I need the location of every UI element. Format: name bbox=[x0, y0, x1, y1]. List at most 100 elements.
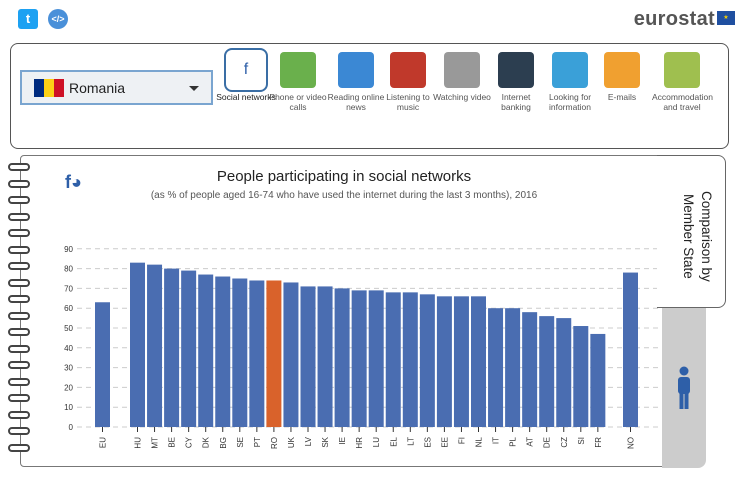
bar-BE[interactable] bbox=[164, 268, 180, 427]
x-tick-label: MT bbox=[151, 437, 160, 449]
binding-ring bbox=[8, 179, 30, 188]
bar-IE[interactable] bbox=[334, 288, 350, 427]
category-label: Watching video bbox=[433, 92, 491, 102]
bar-EE[interactable] bbox=[436, 296, 452, 427]
bar-NO[interactable] bbox=[623, 272, 638, 427]
x-tick-label: EU bbox=[99, 437, 108, 448]
binding-ring bbox=[8, 262, 30, 270]
bar-chart: 0 10 20 30 40 50 60 70 80 90 EU HU MT BE CY DK BG SE PT RO U… bbox=[64, 245, 661, 449]
tab-person[interactable] bbox=[662, 308, 706, 468]
video-call-icon bbox=[280, 52, 316, 88]
y-tick-label: 30 bbox=[64, 364, 73, 373]
bar-FI[interactable] bbox=[453, 296, 469, 427]
x-tick-label: CZ bbox=[560, 437, 569, 448]
bar-PL[interactable] bbox=[505, 308, 521, 427]
binding-ring bbox=[8, 394, 30, 402]
bar-FR[interactable] bbox=[590, 333, 606, 427]
binding-ring bbox=[8, 344, 30, 353]
country-dropdown[interactable]: Romania bbox=[20, 70, 213, 105]
twitter-icon[interactable]: t bbox=[18, 9, 38, 29]
eurostat-logo: eurostat bbox=[633, 8, 715, 30]
bar-ES[interactable] bbox=[419, 294, 435, 427]
category-email[interactable]: E-mails bbox=[592, 52, 652, 102]
x-tick-label: LU bbox=[372, 437, 381, 447]
embed-icon[interactable]: </> bbox=[48, 9, 68, 29]
category-travel[interactable]: Accommodation and travel bbox=[652, 52, 713, 112]
y-tick-label: 40 bbox=[64, 344, 73, 353]
y-tick-label: 50 bbox=[64, 324, 73, 333]
person-icon bbox=[678, 366, 690, 409]
bar-SI[interactable] bbox=[573, 326, 589, 427]
binding-ring bbox=[8, 443, 30, 452]
x-tick-label: EL bbox=[389, 436, 398, 446]
category-news[interactable]: Reading online news bbox=[326, 52, 386, 112]
bar-LT[interactable] bbox=[402, 292, 418, 427]
bar-LU[interactable] bbox=[368, 290, 384, 427]
bar-AT[interactable] bbox=[522, 312, 538, 427]
category-search[interactable]: Looking for information bbox=[540, 52, 600, 112]
binding-ring bbox=[8, 295, 30, 303]
x-tick-label: BE bbox=[168, 437, 177, 448]
binding-ring bbox=[8, 427, 30, 435]
x-tick-label: SE bbox=[236, 437, 245, 448]
x-tick-label: NL bbox=[475, 436, 484, 447]
bar-CY[interactable] bbox=[181, 270, 197, 427]
romania-flag-icon bbox=[34, 79, 64, 97]
bar-EU[interactable] bbox=[95, 302, 110, 427]
category-banking[interactable]: Internet banking bbox=[486, 52, 546, 112]
bar-BG[interactable] bbox=[215, 276, 231, 427]
x-tick-label: AT bbox=[526, 437, 535, 447]
travel-icon bbox=[664, 52, 700, 88]
x-tick-label: EE bbox=[440, 437, 449, 448]
binding-ring bbox=[8, 328, 30, 336]
search-icon bbox=[552, 52, 588, 88]
bar-DK[interactable] bbox=[198, 274, 214, 427]
x-tick-label: DE bbox=[543, 437, 552, 448]
bar-CZ[interactable] bbox=[556, 318, 572, 427]
bar-PT[interactable] bbox=[249, 280, 265, 427]
bar-HU[interactable] bbox=[130, 262, 145, 427]
bar-MT[interactable] bbox=[147, 264, 163, 427]
bar-EL[interactable] bbox=[385, 292, 401, 427]
binding-ring bbox=[8, 361, 30, 369]
binding-ring bbox=[8, 311, 30, 320]
x-tick-label: PL bbox=[509, 436, 518, 446]
music-icon bbox=[390, 52, 426, 88]
x-tick-label: IE bbox=[338, 437, 347, 445]
bar-HR[interactable] bbox=[351, 290, 367, 427]
y-tick-label: 10 bbox=[64, 403, 73, 412]
category-label: Looking for information bbox=[548, 92, 592, 112]
binding-ring bbox=[8, 278, 30, 287]
category-label: Accommodation and travel bbox=[652, 92, 713, 112]
x-tick-label: IT bbox=[492, 437, 501, 444]
category-social-networks[interactable]: f Social networks bbox=[216, 48, 276, 102]
x-tick-label: RO bbox=[270, 437, 279, 449]
bar-IT[interactable] bbox=[488, 308, 504, 427]
bar-SE[interactable] bbox=[232, 278, 248, 428]
email-icon bbox=[604, 52, 640, 88]
y-tick-label: 60 bbox=[64, 304, 73, 313]
eu-flag-icon: ★ bbox=[717, 11, 735, 25]
category-music[interactable]: Listening to music bbox=[378, 52, 438, 112]
chevron-down-icon bbox=[189, 86, 199, 91]
category-label: Phone or video calls bbox=[269, 92, 327, 112]
x-tick-label: LV bbox=[304, 436, 313, 446]
category-video-call[interactable]: Phone or video calls bbox=[268, 52, 328, 112]
bar-NL[interactable] bbox=[471, 296, 486, 427]
bar-RO[interactable] bbox=[266, 280, 282, 427]
binding-ring bbox=[8, 163, 30, 171]
binding-ring bbox=[8, 377, 30, 386]
video-icon bbox=[444, 52, 480, 88]
category-video[interactable]: Watching video bbox=[432, 52, 492, 102]
x-tick-label: FI bbox=[457, 437, 466, 444]
x-tick-label: BG bbox=[219, 437, 228, 449]
bar-DE[interactable] bbox=[539, 316, 555, 427]
x-tick-label: PT bbox=[253, 437, 262, 447]
tab-comparison-member-state[interactable]: Comparison by Member State bbox=[657, 155, 726, 308]
y-tick-label: 0 bbox=[69, 423, 74, 432]
y-tick-label: 20 bbox=[64, 383, 73, 392]
bar-SK[interactable] bbox=[317, 286, 333, 427]
x-tick-label: SK bbox=[321, 436, 330, 447]
bar-UK[interactable] bbox=[283, 282, 299, 427]
bar-LV[interactable] bbox=[300, 286, 316, 427]
